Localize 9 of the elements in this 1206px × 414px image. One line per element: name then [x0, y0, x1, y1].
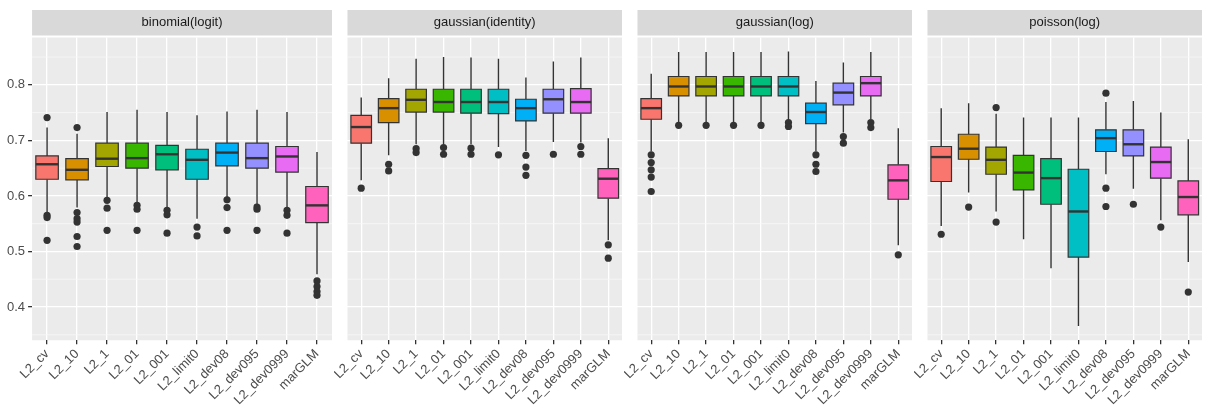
- chart-title: gaussian(log): [735, 14, 814, 30]
- y-tick-label: 0.6: [6, 187, 26, 203]
- y-tick-label: 0.7: [6, 131, 26, 147]
- y-tick-label: 0.5: [6, 243, 26, 259]
- chart-title: binomial(logit): [141, 14, 223, 30]
- chart-title: gaussian(identity): [433, 14, 536, 30]
- chart-title: poisson(log): [1029, 14, 1101, 30]
- y-tick-label: 0.4: [6, 298, 26, 314]
- y-tick-label: 0.8: [6, 76, 26, 92]
